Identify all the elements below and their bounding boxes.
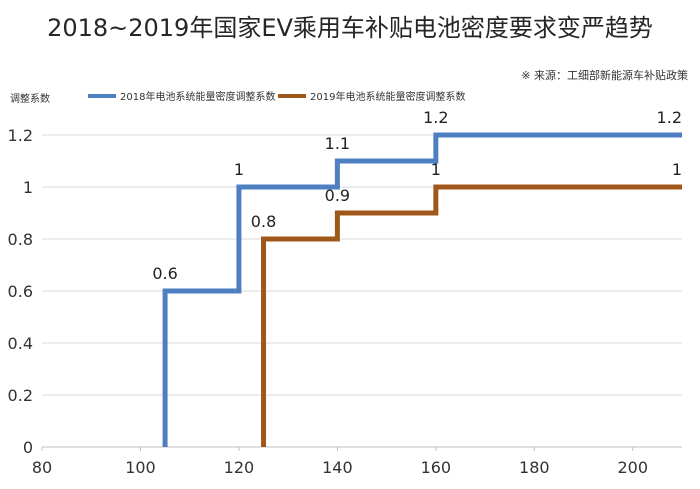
data-label: 1.2 [423, 108, 448, 127]
x-tick-label: 120 [224, 458, 255, 477]
x-tick-label: 80 [32, 458, 52, 477]
data-label: 1 [672, 160, 682, 179]
data-label: 1.2 [657, 108, 682, 127]
series-line-0 [162, 132, 682, 447]
source-note: ※ 来源：工细部新能源车补贴政策 [521, 69, 688, 82]
y-tick-label: 1.2 [8, 126, 33, 145]
legend-swatch-2019 [278, 93, 306, 98]
legend-label-2018: 2018年电池系统能量密度调整系数 [120, 92, 276, 103]
y-tick-label: 0.4 [8, 334, 33, 353]
y-axis-title: 调整系数 [10, 94, 50, 105]
series-line-1 [261, 184, 682, 447]
data-label: 1.1 [325, 134, 350, 153]
legend-item-2018: 2018年电池系统能量密度调整系数 [88, 88, 275, 103]
data-label: 0.8 [251, 212, 276, 231]
x-tick-label: 180 [519, 458, 550, 477]
x-tick-label: 100 [125, 458, 156, 477]
data-label: 0.6 [152, 264, 177, 283]
y-tick-label: 1 [23, 178, 33, 197]
data-label: 0.9 [325, 186, 350, 205]
y-tick-label: 0.6 [8, 282, 33, 301]
legend-label-2019: 2019年电池系统能量密度调整系数 [310, 92, 466, 103]
legend-swatch-2018 [88, 93, 116, 98]
x-tick-label: 140 [322, 458, 353, 477]
y-tick-label: 0 [23, 438, 33, 457]
data-label: 1 [431, 160, 441, 179]
x-tick-label: 160 [421, 458, 452, 477]
y-tick-label: 0.8 [8, 230, 33, 249]
x-tick-label: 200 [617, 458, 648, 477]
y-tick-label: 0.2 [8, 386, 33, 405]
chart-title: 2018~2019年国家EV乘用车补贴电池密度要求变严趋势 [47, 14, 653, 42]
legend-item-2019: 2019年电池系统能量密度调整系数 [278, 88, 465, 103]
data-label: 1 [234, 160, 244, 179]
